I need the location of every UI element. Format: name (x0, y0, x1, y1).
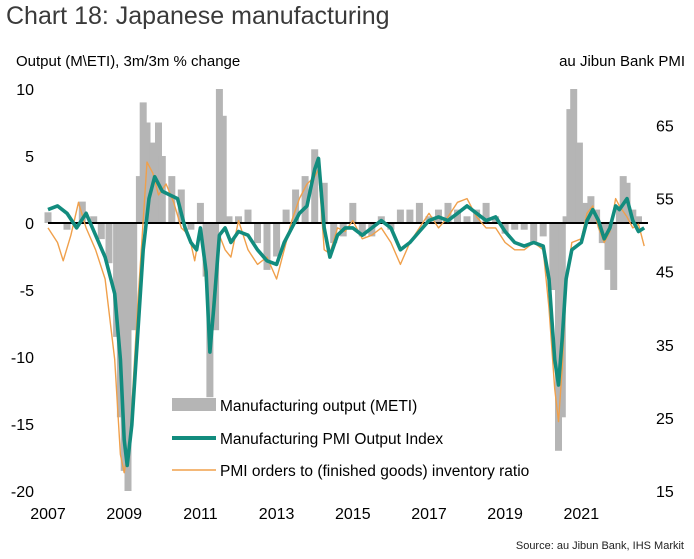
right-tick-label: 65 (656, 119, 674, 136)
output-bar (444, 202, 452, 223)
output-bar (206, 223, 214, 398)
output-bar (530, 223, 538, 244)
legend: Manufacturing output (METI) Manufacturing… (172, 398, 529, 480)
output-bar (235, 216, 242, 223)
output-bar (120, 223, 128, 471)
x-tick-label: 2007 (30, 506, 66, 523)
output-bar (604, 223, 612, 270)
legend-label: Manufacturing PMI Output Index (220, 431, 443, 448)
x-tick-label: 2015 (335, 506, 371, 523)
left-axis-label: Output (M\ETI), 3m/3m % change (16, 53, 241, 70)
output-bar (301, 176, 309, 223)
output-bar (549, 223, 557, 290)
output-bar (202, 223, 210, 277)
output-bar (311, 149, 319, 223)
output-bar (155, 122, 162, 223)
output-bar (330, 223, 338, 244)
output-bar (406, 209, 414, 223)
output-bar (273, 223, 281, 257)
left-tick-label: -15 (11, 417, 34, 434)
output-bar (539, 223, 547, 237)
output-bar (187, 223, 195, 230)
output-bar (244, 209, 252, 223)
output-bar (615, 209, 623, 223)
x-tick-label: 2017 (411, 506, 447, 523)
output-bar (358, 223, 366, 237)
source-note: Source: au Jibun Bank, IHS Markit (515, 540, 684, 552)
left-tick-label: -10 (11, 350, 34, 367)
x-tick-label: 2009 (106, 506, 142, 523)
output-bar (562, 216, 570, 223)
right-axis-label: au Jibun Bank PMI (559, 53, 685, 70)
legend-swatch-bars (172, 398, 216, 411)
output-bar (124, 223, 132, 491)
output-bar (349, 202, 357, 223)
legend-label: Manufacturing output (METI) (220, 398, 417, 415)
lines-layer (47, 156, 646, 474)
output-bar (105, 223, 113, 264)
legend-label: PMI orders to (finished goods) inventory… (220, 463, 529, 480)
x-tick-label: 2021 (564, 506, 600, 523)
right-tick-label: 25 (656, 411, 674, 428)
output-bar (635, 216, 642, 223)
output-bar (113, 223, 121, 337)
output-bar (215, 89, 223, 223)
output-bar (196, 202, 204, 223)
output-bar (282, 209, 290, 223)
output-bar (415, 202, 423, 223)
output-bar (555, 223, 562, 451)
output-bar (396, 209, 404, 223)
x-tick-label: 2013 (259, 506, 295, 523)
output-bar (570, 89, 578, 223)
output-bar (78, 201, 86, 223)
pmi-output-line (47, 156, 646, 468)
output-bar (482, 202, 490, 223)
left-tick-label: 5 (25, 149, 34, 166)
output-bar (575, 142, 583, 223)
output-bar (139, 102, 147, 223)
output-bar (44, 212, 52, 223)
output-bar (566, 109, 574, 223)
left-tick-label: 0 (25, 216, 34, 233)
right-tick-label: 45 (656, 265, 674, 282)
output-bar (135, 176, 143, 223)
output-bar (581, 202, 589, 223)
output-bar (225, 216, 233, 223)
right-tick-label: 15 (656, 484, 674, 501)
x-tick-label: 2011 (183, 506, 218, 523)
output-bar (619, 176, 627, 223)
output-bar (130, 223, 138, 331)
output-bar (116, 223, 124, 418)
output-bar (63, 223, 71, 230)
output-bar (520, 223, 528, 230)
output-bar (97, 223, 105, 240)
right-tick-label: 55 (656, 192, 674, 209)
chart-title: Chart 18: Japanese manufacturing (6, 2, 390, 30)
output-bar (610, 223, 618, 290)
left-tick-label: -5 (20, 283, 34, 300)
output-bar (263, 223, 271, 270)
output-bar (254, 223, 261, 244)
ticks-layer: 10 5 0 -5 -10 -15 -20 65 55 45 35 25 15 2007 2009 2011 2… (11, 82, 674, 523)
output-bar (320, 182, 328, 223)
output-bar (219, 115, 227, 223)
output-bar (511, 223, 519, 230)
output-bar (292, 189, 300, 223)
output-bar (90, 216, 98, 223)
right-tick-label: 35 (656, 338, 674, 355)
output-bar (454, 209, 461, 223)
output-bar (463, 216, 471, 223)
left-tick-label: 10 (16, 82, 34, 99)
x-tick-label: 2019 (487, 506, 523, 523)
left-tick-label: -20 (11, 484, 34, 501)
